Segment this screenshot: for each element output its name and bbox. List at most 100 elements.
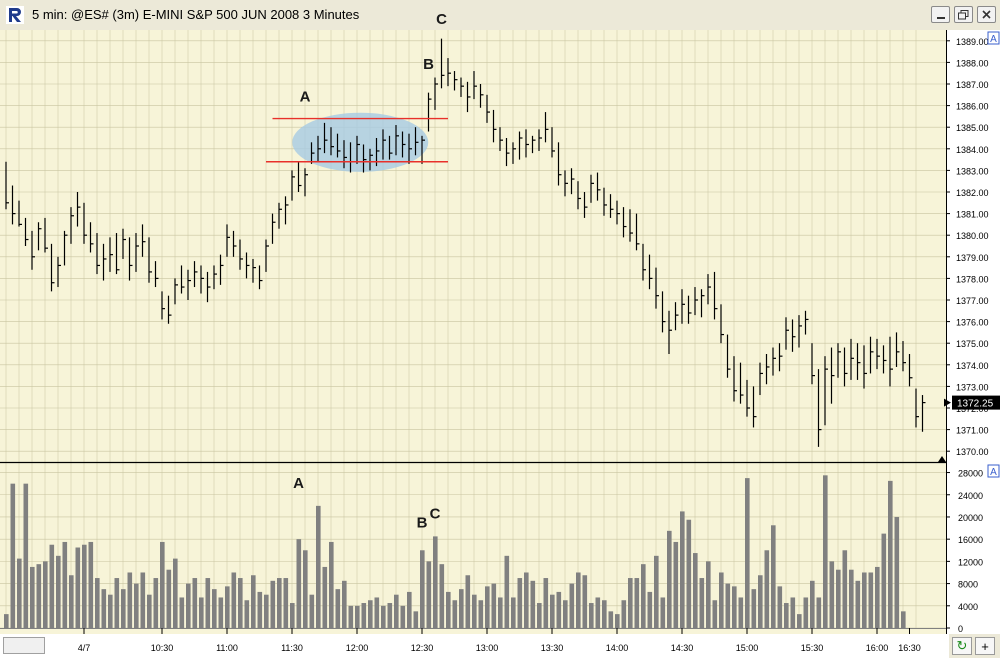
price-bar (648, 254, 653, 290)
price-bar (915, 388, 919, 428)
chart-corner-controls: ↻ + (949, 634, 1000, 658)
volume-bar (855, 580, 861, 628)
volume-bar (868, 572, 874, 628)
volume-bar (790, 597, 796, 628)
price-bar (395, 125, 399, 156)
price-bar (811, 343, 815, 385)
panel-marker-box[interactable] (987, 31, 1000, 45)
volume-bar (829, 561, 835, 628)
volume-bar (511, 597, 516, 628)
restore-button[interactable] (954, 6, 973, 23)
price-panel[interactable] (0, 30, 946, 462)
volume-annotation-label: B (417, 514, 428, 531)
price-bar (31, 230, 35, 270)
time-axis-tick-label: 16:00 (866, 643, 889, 653)
price-bar (122, 228, 126, 259)
consolidation-ellipse (292, 112, 429, 172)
price-bar (902, 341, 906, 372)
price-bar (232, 230, 237, 257)
price-bar (167, 295, 172, 324)
close-button[interactable] (977, 6, 996, 23)
price-bar (57, 256, 61, 288)
volume-bar (582, 575, 588, 628)
price-bar (109, 237, 113, 272)
price-bar (726, 334, 731, 378)
volume-axis-tick-label: 20000 (958, 513, 983, 523)
price-bar (778, 343, 783, 372)
price-bar (336, 133, 341, 158)
panel-marker-box[interactable] (987, 464, 1000, 478)
price-bar (421, 135, 425, 164)
volume-bar (888, 480, 893, 628)
volume-bar (725, 583, 731, 628)
price-axis-tick-label: 1388.00 (956, 58, 989, 68)
scroll-up-icon[interactable] (938, 456, 946, 462)
price-bar (356, 135, 360, 164)
price-bar (447, 58, 451, 87)
r-logo-icon (6, 6, 24, 24)
volume-axis-tick-label: 4000 (958, 602, 978, 612)
price-bar (96, 233, 100, 275)
volume-bar (459, 589, 464, 628)
price-bar (739, 362, 744, 404)
volume-bar (699, 578, 705, 628)
price-bar (616, 200, 620, 225)
volume-bar (17, 558, 22, 628)
volume-bar (608, 611, 614, 628)
price-bar (863, 345, 867, 389)
price-bar (265, 239, 269, 272)
price-bar (759, 362, 763, 396)
price-bar (414, 127, 419, 156)
volume-bar (296, 539, 302, 628)
volume-bar (433, 536, 438, 628)
volume-bar (309, 594, 315, 628)
price-bar (603, 187, 607, 216)
price-bar (733, 356, 737, 402)
price-bar (694, 287, 698, 316)
volume-bar (797, 614, 802, 628)
add-panel-button[interactable]: + (975, 637, 995, 655)
volume-axis-tick-label: 16000 (958, 535, 983, 545)
price-bar (824, 356, 828, 426)
restore-icon (958, 9, 969, 19)
price-bar (564, 170, 568, 197)
volume-bar (543, 578, 549, 628)
volume-bar (374, 597, 380, 628)
price-bar (154, 261, 159, 288)
volume-bar (88, 541, 94, 628)
minimize-button[interactable] (931, 6, 950, 23)
price-bar (843, 347, 848, 387)
refresh-icon: ↻ (956, 638, 968, 653)
price-bar (752, 386, 757, 428)
volume-axis-tick-label: 0 (958, 624, 963, 634)
price-bar (206, 271, 211, 303)
refresh-button[interactable]: ↻ (952, 637, 972, 655)
volume-bar (693, 553, 698, 628)
price-bar (655, 267, 659, 309)
volume-bar (524, 572, 529, 628)
volume-bar (179, 597, 185, 628)
volume-axis-tick-label: 12000 (958, 557, 983, 567)
price-axis-tick-label: 1381.00 (956, 210, 989, 220)
volume-bar (530, 580, 536, 628)
volume-bar (231, 572, 237, 628)
volume-bar (595, 597, 601, 628)
volume-bar (478, 600, 484, 628)
volume-bar (641, 564, 646, 628)
price-bar (76, 192, 81, 227)
price-bar (50, 243, 55, 292)
price-axis-tick-label: 1387.00 (956, 80, 989, 90)
price-axis-tick-label: 1384.00 (956, 145, 989, 155)
volume-bar (439, 564, 445, 628)
volume-bar (4, 614, 9, 628)
price-bar (174, 278, 178, 305)
volume-bar (452, 600, 458, 628)
price-bar (538, 129, 542, 151)
volume-bar (316, 505, 321, 628)
volume-bar (537, 603, 542, 628)
volume-bar (329, 541, 334, 628)
price-bar (258, 265, 263, 290)
volume-bar (368, 600, 373, 628)
horizontal-scroll-handle[interactable] (3, 637, 45, 654)
